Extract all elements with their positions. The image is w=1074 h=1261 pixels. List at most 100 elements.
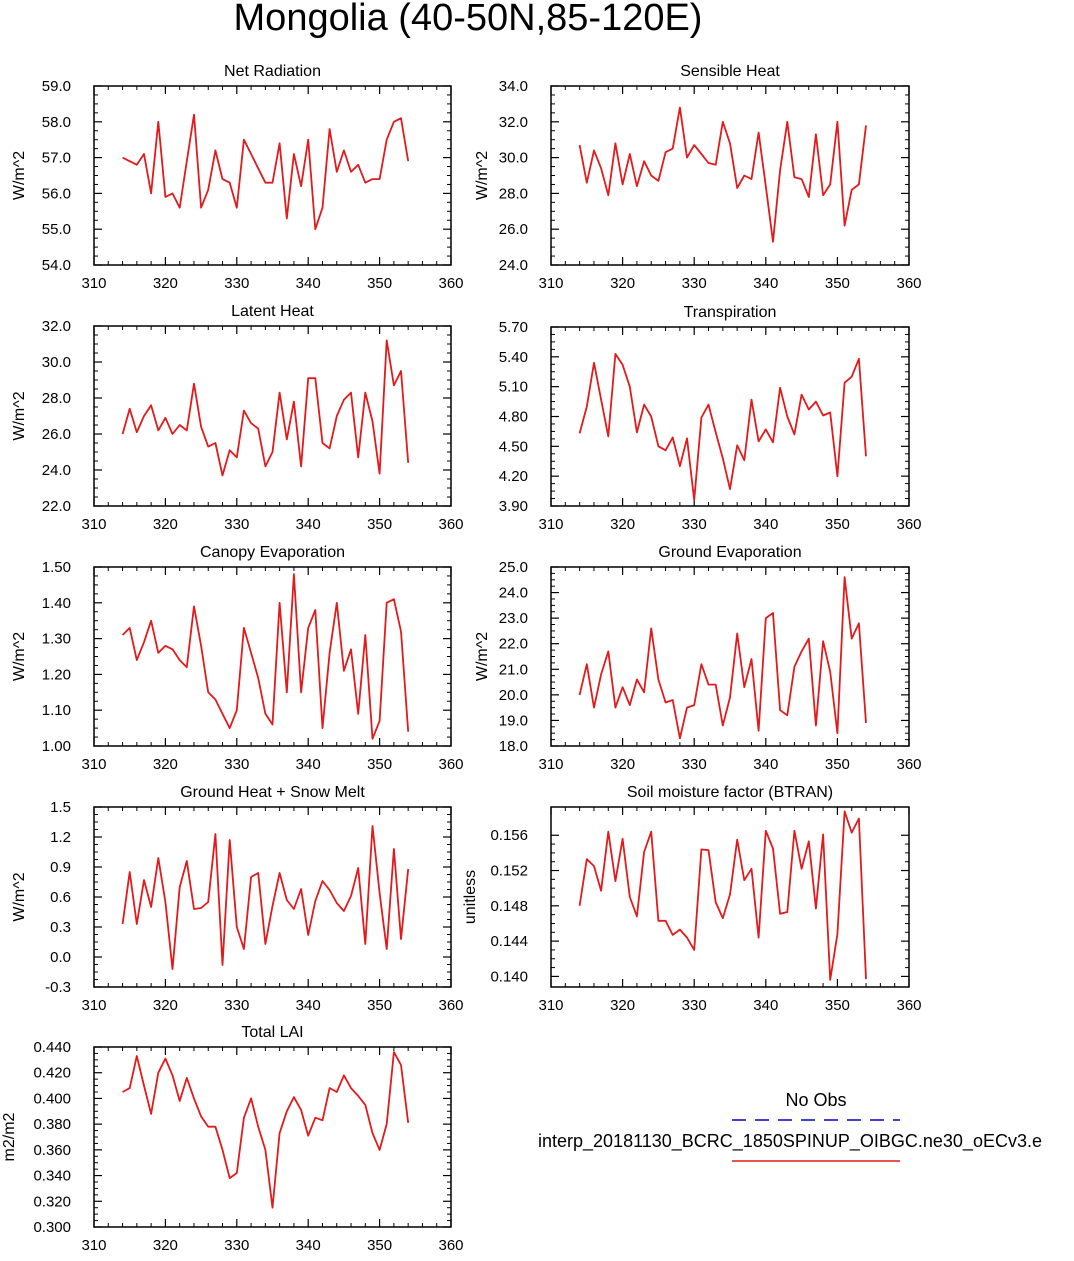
y-tick-label: 22.0 [42, 498, 71, 515]
legend-obs-label: No Obs [785, 1090, 846, 1110]
y-tick-label: 0.320 [33, 1193, 71, 1210]
panel-title: Sensible Heat [680, 63, 780, 80]
x-tick-label: 310 [81, 756, 106, 773]
x-tick-label: 330 [224, 997, 249, 1014]
y-axis-label: W/m^2 [11, 391, 28, 440]
x-tick-label: 350 [367, 997, 392, 1014]
y-tick-label: 0.156 [490, 827, 528, 844]
x-tick-label: 340 [753, 997, 778, 1014]
x-tick-label: 310 [538, 756, 563, 773]
x-tick-label: 360 [896, 275, 921, 292]
y-tick-label: 1.30 [42, 631, 71, 648]
x-tick-label: 330 [682, 516, 707, 533]
series-line [121, 825, 410, 970]
panel-title: Net Radiation [224, 63, 321, 80]
y-axis-label: m2/m2 [1, 1112, 18, 1161]
y-tick-label: 24.0 [499, 585, 528, 602]
y-axis-label: W/m^2 [474, 632, 491, 681]
panel-3: Transpiration 310 320 330 340 350 360 3.90 4.20 4… [499, 304, 922, 533]
x-tick-label: 330 [682, 275, 707, 292]
x-tick-label: 320 [610, 756, 635, 773]
y-axis-label: unitless [462, 870, 479, 924]
panel-title: Latent Heat [231, 303, 314, 320]
x-tick-label: 360 [896, 997, 921, 1014]
y-tick-label: 0.9 [50, 859, 71, 876]
x-tick-label: 340 [753, 756, 778, 773]
y-tick-label: 0.0 [50, 949, 71, 966]
x-tick-label: 330 [682, 997, 707, 1014]
x-tick-label: 320 [153, 516, 178, 533]
y-tick-label: 28.0 [499, 185, 528, 202]
x-tick-label: 360 [438, 516, 463, 533]
x-tick-label: 330 [224, 1237, 249, 1254]
y-tick-label: 0.152 [490, 863, 528, 880]
x-tick-label: 340 [296, 1237, 321, 1254]
y-tick-label: 30.0 [499, 150, 528, 167]
series-line [578, 576, 867, 740]
x-tick-label: 360 [438, 756, 463, 773]
y-tick-label: 3.90 [499, 498, 528, 515]
x-tick-label: 320 [610, 516, 635, 533]
x-tick-label: 350 [825, 275, 850, 292]
x-tick-label: 310 [538, 516, 563, 533]
panel-4: Canopy Evaporation 310 320 330 340 350 360 1.00… [11, 544, 464, 773]
panels-container: Net Radiation 310 320 330 340 350 360 54.0 55.0 5… [1, 63, 922, 1254]
y-tick-label: 5.70 [499, 319, 528, 336]
y-tick-label: 0.148 [490, 898, 528, 915]
y-tick-label: 20.0 [499, 687, 528, 704]
y-tick-label: 1.10 [42, 702, 71, 719]
y-tick-label: 23.0 [499, 610, 528, 627]
y-tick-label: 54.0 [42, 257, 71, 274]
x-tick-label: 340 [296, 756, 321, 773]
y-tick-label: 4.20 [499, 468, 528, 485]
panel-title: Ground Heat + Snow Melt [180, 784, 365, 801]
x-tick-label: 310 [81, 1237, 106, 1254]
y-tick-label: 19.0 [499, 712, 528, 729]
x-tick-label: 340 [753, 516, 778, 533]
y-tick-label: 1.00 [42, 738, 71, 755]
y-tick-label: 55.0 [42, 221, 71, 238]
panel-5: Ground Evaporation 310 320 330 340 350 360 18.0… [474, 544, 922, 773]
y-axis-label: W/m^2 [474, 151, 491, 200]
y-axis-label: W/m^2 [11, 151, 28, 200]
y-tick-label: 1.20 [42, 666, 71, 683]
y-tick-label: 25.0 [499, 559, 528, 576]
y-tick-label: 26.0 [42, 426, 71, 443]
y-tick-label: 1.2 [50, 829, 71, 846]
x-tick-label: 320 [153, 756, 178, 773]
series-line [578, 106, 867, 243]
y-tick-label: 0.440 [33, 1039, 71, 1056]
y-tick-label: -0.3 [45, 979, 71, 996]
y-tick-label: 57.0 [42, 150, 71, 167]
x-tick-label: 320 [153, 275, 178, 292]
x-tick-label: 350 [367, 1237, 392, 1254]
plot-frame [93, 325, 452, 507]
x-tick-label: 360 [438, 275, 463, 292]
y-tick-label: 0.360 [33, 1142, 71, 1159]
y-tick-label: 1.50 [42, 559, 71, 576]
panel-title: Total LAI [241, 1024, 303, 1041]
y-tick-label: 0.300 [33, 1219, 71, 1236]
x-tick-label: 320 [153, 1237, 178, 1254]
x-tick-label: 360 [896, 516, 921, 533]
y-tick-label: 0.144 [490, 933, 528, 950]
x-tick-label: 360 [896, 756, 921, 773]
y-tick-label: 34.0 [499, 78, 528, 95]
plot-frame [550, 566, 910, 747]
y-axis-label: W/m^2 [11, 632, 28, 681]
y-tick-label: 5.10 [499, 379, 528, 396]
panel-8: Total LAI 310 320 330 340 350 360 0.300 0.320 0.3… [1, 1024, 464, 1254]
series-line [122, 113, 410, 231]
y-tick-label: 1.40 [42, 595, 71, 612]
x-tick-label: 310 [538, 275, 563, 292]
x-tick-label: 310 [538, 997, 563, 1014]
y-tick-label: 18.0 [499, 738, 528, 755]
x-tick-label: 350 [367, 275, 392, 292]
x-tick-label: 330 [224, 275, 249, 292]
series-line [121, 339, 410, 477]
legend: No Obs interp_20181130_BCRC_1850SPINUP_O… [538, 1090, 1042, 1162]
y-tick-label: 1.5 [50, 799, 71, 816]
x-tick-label: 350 [825, 997, 850, 1014]
y-tick-label: 4.50 [499, 438, 528, 455]
x-tick-label: 340 [296, 997, 321, 1014]
